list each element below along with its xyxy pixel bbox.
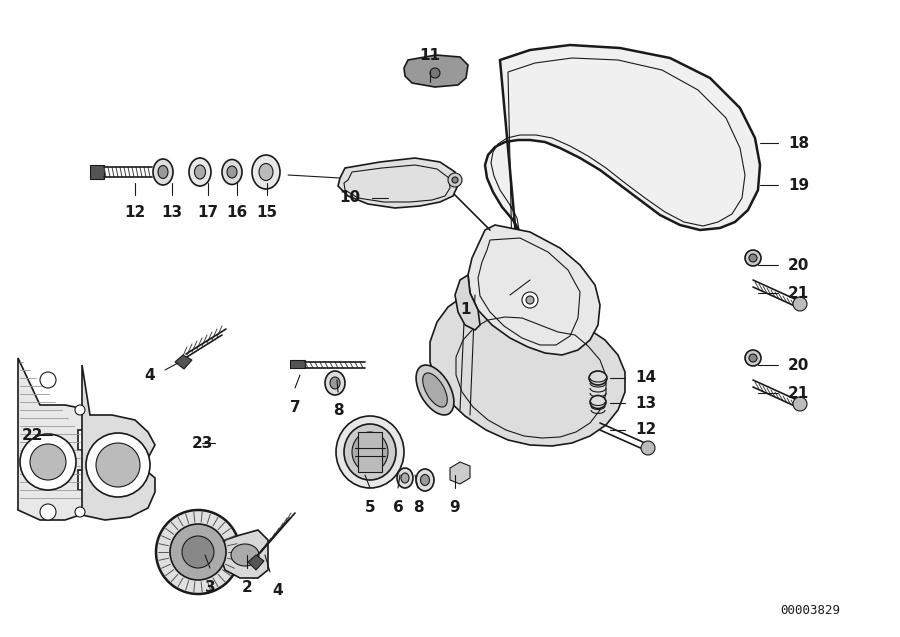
- Ellipse shape: [227, 166, 237, 178]
- Ellipse shape: [252, 155, 280, 189]
- Text: 22: 22: [22, 427, 43, 443]
- Polygon shape: [455, 275, 480, 330]
- Text: 00003829: 00003829: [780, 603, 840, 617]
- Polygon shape: [290, 360, 305, 368]
- Polygon shape: [90, 165, 104, 179]
- Circle shape: [40, 372, 56, 388]
- Text: 18: 18: [788, 136, 809, 150]
- Polygon shape: [404, 55, 468, 87]
- Circle shape: [430, 68, 440, 78]
- Ellipse shape: [589, 371, 607, 385]
- Ellipse shape: [401, 473, 409, 483]
- Ellipse shape: [423, 373, 447, 407]
- Ellipse shape: [416, 469, 434, 491]
- Ellipse shape: [330, 377, 340, 389]
- Circle shape: [526, 296, 534, 304]
- Ellipse shape: [420, 475, 429, 485]
- Ellipse shape: [344, 424, 396, 480]
- Text: 3: 3: [204, 580, 215, 595]
- Polygon shape: [450, 462, 470, 484]
- Text: 9: 9: [450, 500, 460, 515]
- Text: 12: 12: [124, 205, 146, 220]
- Text: 1: 1: [460, 303, 471, 317]
- Circle shape: [96, 443, 140, 487]
- Text: 4: 4: [273, 583, 284, 598]
- Text: 16: 16: [227, 205, 248, 220]
- Circle shape: [793, 297, 807, 311]
- Text: 13: 13: [161, 205, 183, 220]
- Polygon shape: [18, 358, 85, 520]
- Polygon shape: [468, 225, 600, 355]
- Polygon shape: [248, 555, 264, 570]
- Text: 23: 23: [192, 436, 213, 450]
- Polygon shape: [338, 158, 458, 208]
- Text: 15: 15: [256, 205, 277, 220]
- Circle shape: [522, 292, 538, 308]
- Circle shape: [182, 536, 214, 568]
- Polygon shape: [358, 432, 382, 472]
- Polygon shape: [485, 45, 760, 258]
- Ellipse shape: [590, 396, 606, 408]
- Ellipse shape: [158, 166, 168, 178]
- Ellipse shape: [259, 164, 273, 180]
- Text: 14: 14: [635, 371, 656, 385]
- Circle shape: [40, 504, 56, 520]
- Ellipse shape: [222, 159, 242, 185]
- Text: 2: 2: [241, 580, 252, 595]
- Circle shape: [745, 350, 761, 366]
- Circle shape: [793, 397, 807, 411]
- Ellipse shape: [189, 158, 211, 186]
- Ellipse shape: [325, 371, 345, 395]
- Text: 12: 12: [635, 422, 656, 438]
- Text: 19: 19: [788, 178, 809, 192]
- Circle shape: [641, 441, 655, 455]
- Text: 10: 10: [339, 190, 360, 206]
- Circle shape: [30, 444, 66, 480]
- Circle shape: [75, 405, 85, 415]
- Ellipse shape: [153, 159, 173, 185]
- Ellipse shape: [352, 432, 388, 472]
- Circle shape: [749, 254, 757, 262]
- Polygon shape: [82, 365, 155, 520]
- Text: 4: 4: [144, 368, 155, 382]
- Circle shape: [745, 250, 761, 266]
- Ellipse shape: [231, 544, 259, 566]
- Text: 21: 21: [788, 385, 809, 401]
- Circle shape: [20, 434, 76, 490]
- Circle shape: [170, 524, 226, 580]
- Text: 7: 7: [290, 400, 301, 415]
- Circle shape: [452, 177, 458, 183]
- Circle shape: [86, 433, 150, 497]
- Circle shape: [75, 507, 85, 517]
- Polygon shape: [430, 292, 625, 446]
- Circle shape: [448, 173, 462, 187]
- Text: 17: 17: [197, 205, 219, 220]
- Ellipse shape: [194, 165, 205, 179]
- Circle shape: [749, 354, 757, 362]
- Text: 8: 8: [413, 500, 423, 515]
- Text: 5: 5: [364, 500, 375, 515]
- Text: 8: 8: [333, 403, 343, 418]
- Text: 11: 11: [419, 48, 440, 63]
- Polygon shape: [220, 530, 268, 578]
- Text: 20: 20: [788, 357, 809, 373]
- Ellipse shape: [416, 365, 454, 415]
- Text: 20: 20: [788, 257, 809, 273]
- Circle shape: [156, 510, 240, 594]
- Text: 21: 21: [788, 285, 809, 301]
- Ellipse shape: [397, 468, 413, 488]
- Text: 6: 6: [392, 500, 403, 515]
- Polygon shape: [175, 355, 192, 369]
- Text: 13: 13: [635, 396, 656, 410]
- Ellipse shape: [336, 416, 404, 488]
